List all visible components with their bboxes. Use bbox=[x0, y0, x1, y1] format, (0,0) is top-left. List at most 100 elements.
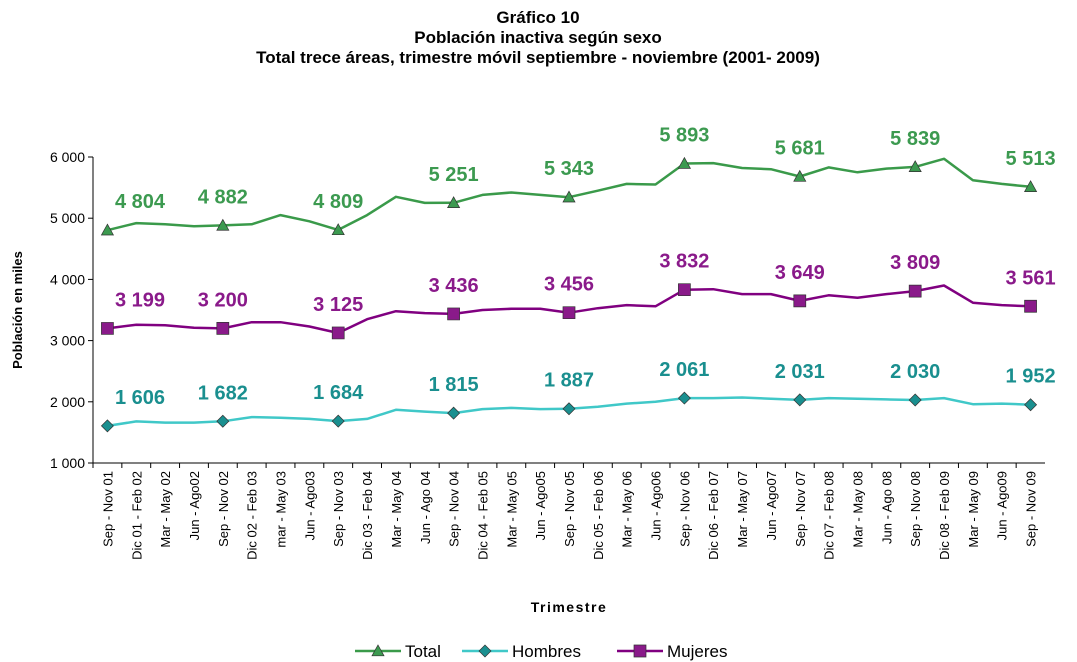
marker bbox=[331, 326, 345, 340]
x-tick-label: Jun - Ago05 bbox=[533, 471, 548, 540]
x-tick-label: Dic 07 - Feb 08 bbox=[822, 471, 837, 560]
marker bbox=[793, 393, 807, 407]
legend-label: Hombres bbox=[512, 642, 581, 661]
data-label: 3 561 bbox=[1006, 267, 1056, 289]
data-label: 5 251 bbox=[429, 164, 479, 186]
x-tick-label: Mar - May 07 bbox=[735, 471, 750, 548]
x-tick-label: Sep - Nov 05 bbox=[562, 471, 577, 547]
marker bbox=[908, 284, 922, 298]
marker bbox=[908, 393, 922, 407]
x-tick-label: Dic 03 - Feb 04 bbox=[360, 471, 375, 560]
x-tick-label: Dic 01 - Feb 02 bbox=[129, 471, 144, 560]
x-tick-label: Mar - May 08 bbox=[850, 471, 865, 548]
marker bbox=[216, 218, 230, 231]
x-tick-label: Sep - Nov 04 bbox=[447, 471, 462, 547]
marker bbox=[216, 414, 230, 428]
data-label: 1 606 bbox=[115, 387, 165, 409]
marker bbox=[371, 644, 385, 657]
x-tick-label: mar - May 03 bbox=[274, 471, 289, 548]
marker bbox=[100, 223, 115, 236]
x-tick-label: Sep - Nov 03 bbox=[331, 471, 346, 547]
marker bbox=[101, 322, 114, 335]
marker bbox=[562, 190, 576, 203]
data-label: 3 809 bbox=[890, 252, 940, 274]
data-label: 2 061 bbox=[659, 359, 709, 381]
data-label: 3 436 bbox=[429, 275, 479, 297]
x-tick-label: Sep - Nov 01 bbox=[100, 471, 115, 547]
x-tick-label: Mar - May 04 bbox=[389, 471, 404, 548]
x-tick-label: Jun - Ago07 bbox=[764, 471, 779, 540]
data-label: 5 513 bbox=[1006, 148, 1056, 170]
x-tick-label: Dic 02 - Feb 03 bbox=[245, 471, 260, 560]
marker bbox=[633, 644, 647, 658]
marker bbox=[331, 414, 345, 428]
chart-title: Gráfico 10 bbox=[496, 8, 579, 27]
data-label: 3 649 bbox=[775, 262, 825, 284]
data-label: 1 684 bbox=[313, 382, 364, 404]
chart-subtitle: Población inactiva según sexo bbox=[414, 28, 662, 47]
chart-subtitle: Total trece áreas, trimestre móvil septi… bbox=[256, 48, 820, 67]
x-tick-label: Jun - Ago 04 bbox=[418, 471, 433, 544]
x-tick-label: Sep - Nov 09 bbox=[1024, 471, 1039, 547]
marker bbox=[562, 306, 576, 320]
marker bbox=[331, 223, 345, 236]
marker bbox=[1024, 299, 1037, 313]
x-tick-label: Dic 08 - Feb 09 bbox=[937, 471, 952, 560]
data-label: 3 832 bbox=[659, 251, 709, 273]
data-label: 1 952 bbox=[1006, 366, 1056, 388]
marker bbox=[447, 196, 461, 208]
y-tick-label: 3 000 bbox=[50, 333, 85, 349]
marker bbox=[100, 419, 114, 433]
y-tick-label: 4 000 bbox=[50, 271, 85, 287]
marker bbox=[677, 156, 691, 169]
x-tick-label: Sep - Nov 02 bbox=[216, 471, 231, 547]
marker bbox=[562, 402, 576, 416]
marker bbox=[677, 391, 691, 405]
x-tick-label: Jun - Ago06 bbox=[649, 471, 664, 540]
data-label: 3 200 bbox=[198, 289, 248, 311]
data-label: 2 031 bbox=[775, 361, 825, 383]
marker bbox=[1024, 398, 1038, 412]
data-label: 3 199 bbox=[115, 289, 165, 311]
x-tick-label: Sep - Nov 06 bbox=[677, 471, 692, 547]
y-tick-label: 1 000 bbox=[50, 455, 85, 471]
data-label: 1 887 bbox=[544, 370, 594, 392]
x-tick-label: Sep - Nov 07 bbox=[793, 471, 808, 547]
x-tick-label: Jun - Ago09 bbox=[995, 471, 1010, 540]
data-label: 1 682 bbox=[198, 382, 248, 404]
marker bbox=[793, 294, 807, 308]
legend-label: Mujeres bbox=[667, 642, 727, 661]
x-tick-label: Dic 05 - Feb 06 bbox=[591, 471, 606, 560]
x-tick-label: Dic 04 - Feb 05 bbox=[475, 471, 490, 560]
marker bbox=[678, 283, 691, 297]
marker bbox=[908, 160, 922, 173]
x-tick-label: Mar - May 09 bbox=[966, 471, 981, 548]
data-label: 2 030 bbox=[890, 361, 940, 383]
marker bbox=[447, 307, 460, 321]
marker bbox=[793, 169, 807, 182]
marker bbox=[1023, 180, 1038, 192]
data-label: 4 882 bbox=[198, 186, 248, 208]
x-tick-label: Mar - May 06 bbox=[620, 471, 635, 548]
x-tick-label: Jun - Ago02 bbox=[187, 471, 202, 540]
data-label: 5 893 bbox=[659, 125, 709, 147]
y-tick-label: 2 000 bbox=[50, 394, 85, 410]
data-label: 3 125 bbox=[313, 294, 363, 316]
x-tick-label: Sep - Nov 08 bbox=[908, 471, 923, 547]
marker bbox=[216, 322, 230, 335]
x-tick-label: Dic 06 - Feb 07 bbox=[706, 471, 721, 560]
x-axis-label: Trimestre bbox=[531, 599, 608, 615]
data-label: 5 343 bbox=[544, 158, 594, 180]
x-tick-label: Mar - May 02 bbox=[158, 471, 173, 548]
y-tick-label: 6 000 bbox=[50, 149, 85, 165]
data-label: 1 815 bbox=[429, 374, 479, 396]
marker bbox=[478, 644, 492, 658]
data-label: 5 681 bbox=[775, 138, 825, 160]
data-label: 3 456 bbox=[544, 274, 594, 296]
x-tick-label: Jun - Ago03 bbox=[302, 471, 317, 540]
y-tick-label: 5 000 bbox=[50, 210, 85, 226]
legend-label: Total bbox=[405, 642, 441, 661]
data-label: 4 809 bbox=[313, 191, 363, 213]
marker bbox=[447, 406, 461, 420]
